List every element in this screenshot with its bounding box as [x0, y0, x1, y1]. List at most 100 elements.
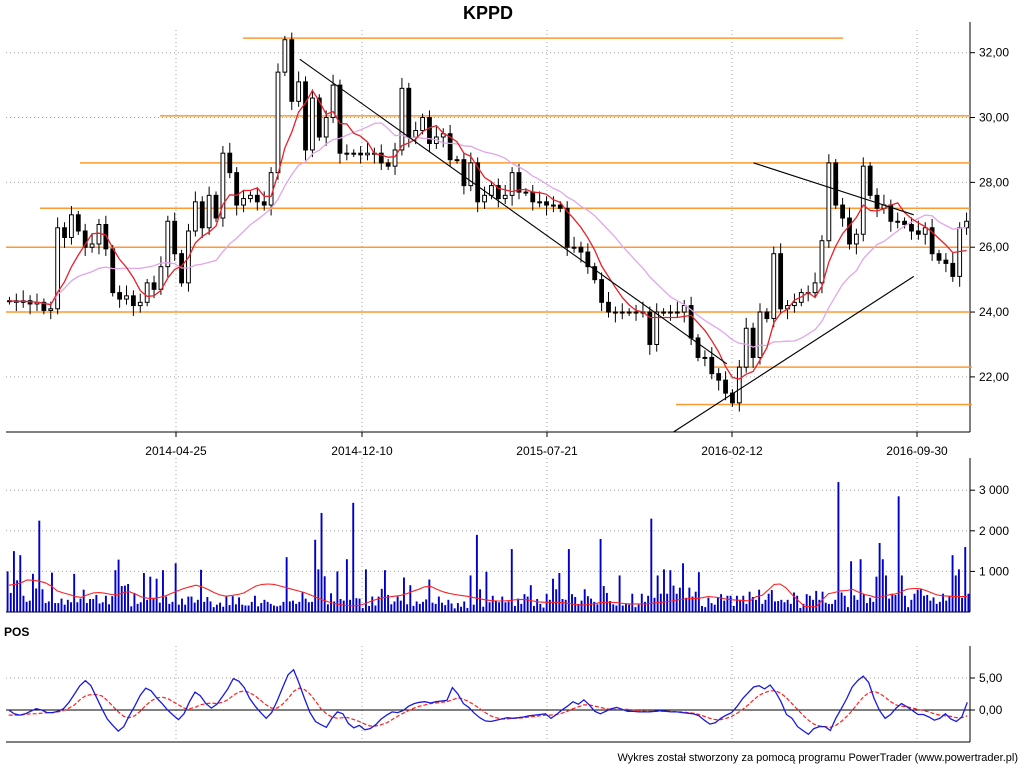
volume-bar — [919, 588, 922, 612]
volume-bar — [827, 603, 830, 612]
volume-bar — [206, 596, 209, 612]
candle-body — [385, 162, 391, 167]
volume-bar — [494, 601, 497, 612]
volume-bar — [466, 607, 469, 612]
volume-bar — [767, 593, 770, 612]
volume-bar — [320, 512, 323, 612]
volume-bar — [850, 561, 853, 612]
volume-bar — [697, 572, 700, 612]
volume-bar — [520, 603, 523, 612]
candle-body — [606, 301, 611, 313]
volume-bar — [624, 603, 627, 612]
volume-bar — [152, 597, 155, 612]
candle-body — [192, 201, 198, 232]
volume-bar — [685, 597, 688, 612]
volume-bar — [479, 589, 482, 612]
candle-body — [468, 162, 474, 187]
volume-bar — [637, 604, 640, 612]
volume-bar — [529, 585, 532, 612]
candle-body — [647, 311, 653, 345]
volume-bar — [453, 608, 456, 612]
candle-body — [365, 152, 370, 156]
candle-body — [358, 152, 364, 156]
volume-bar — [923, 595, 925, 612]
volume-bar — [57, 603, 60, 612]
volume-bar — [285, 557, 288, 612]
volume-bar — [710, 603, 713, 612]
volume-bar — [342, 600, 345, 612]
volume-bar — [28, 600, 31, 612]
volume-bar — [856, 599, 859, 612]
volume-bar — [212, 607, 215, 612]
candle-body — [902, 220, 907, 226]
candle-body — [626, 311, 632, 314]
volume-bar — [101, 602, 104, 612]
price-panel: 22,00 24,00 26,00 28,00 30,00 32,00 2014-04-25… — [6, 22, 1009, 458]
volume-bar — [377, 596, 380, 612]
volume-ytick-label: 1 000 — [979, 564, 1009, 578]
volume-bar — [596, 604, 599, 612]
candle-body — [874, 194, 880, 209]
volume-bar — [631, 593, 634, 612]
ma-fast-line — [9, 89, 967, 380]
volume-bar — [542, 607, 545, 612]
price-ytick-label: 28,00 — [979, 175, 1009, 189]
volume-bar — [780, 599, 783, 612]
volume-bar — [609, 601, 612, 612]
volume-bar — [564, 599, 567, 612]
volume-bar — [770, 590, 773, 612]
candle-body — [702, 356, 708, 359]
candle-body — [289, 39, 295, 102]
candle-body — [124, 295, 129, 300]
candle-body — [144, 282, 150, 303]
volume-bar — [571, 594, 573, 612]
volume-bar — [694, 591, 697, 612]
volume-bar — [808, 595, 811, 612]
candle-body — [454, 159, 460, 162]
volume-bar — [409, 585, 412, 612]
candle-body — [551, 204, 556, 207]
volume-bar — [104, 595, 107, 612]
volume-bar — [22, 595, 25, 612]
volume-bar — [628, 604, 631, 612]
candle-body — [261, 201, 267, 206]
volume-bar — [764, 599, 767, 612]
candle-body — [55, 227, 61, 310]
volume-bar — [311, 601, 313, 612]
volume-bar — [38, 520, 41, 612]
candle-body — [241, 198, 246, 206]
volume-bar — [456, 603, 459, 612]
volume-bar — [352, 502, 355, 612]
volume-bar — [447, 599, 450, 612]
volume-bar — [219, 602, 221, 612]
volume-bar — [682, 563, 684, 612]
price-ytick-label: 22,00 — [979, 370, 1009, 384]
volume-bar — [777, 601, 780, 612]
volume-bar — [872, 601, 875, 612]
volume-bar — [526, 596, 529, 612]
candle-body — [158, 266, 164, 290]
volume-bar — [146, 599, 149, 612]
volume-bar — [536, 599, 539, 612]
volume-bar — [396, 596, 399, 612]
candle-body — [709, 356, 715, 375]
volume-bar — [368, 605, 371, 612]
volume-bar — [885, 575, 887, 612]
volume-ytick-label: 2 000 — [979, 524, 1009, 538]
volume-bar — [634, 607, 637, 612]
volume-bar — [869, 597, 872, 612]
volume-bar — [834, 599, 837, 612]
candle-body — [199, 201, 205, 229]
trendline — [673, 275, 915, 433]
volume-bar — [846, 607, 849, 612]
volume-bar — [9, 592, 12, 612]
volume-bar — [824, 602, 827, 612]
volume-bar — [450, 603, 453, 612]
candle-body — [254, 194, 260, 203]
volume-bar — [98, 603, 101, 612]
volume-bar — [704, 607, 707, 612]
volume-bar — [288, 601, 291, 612]
volume-bar — [900, 575, 903, 612]
price-xtick-label: 2015-07-21 — [516, 444, 578, 458]
volume-bar — [552, 578, 554, 612]
